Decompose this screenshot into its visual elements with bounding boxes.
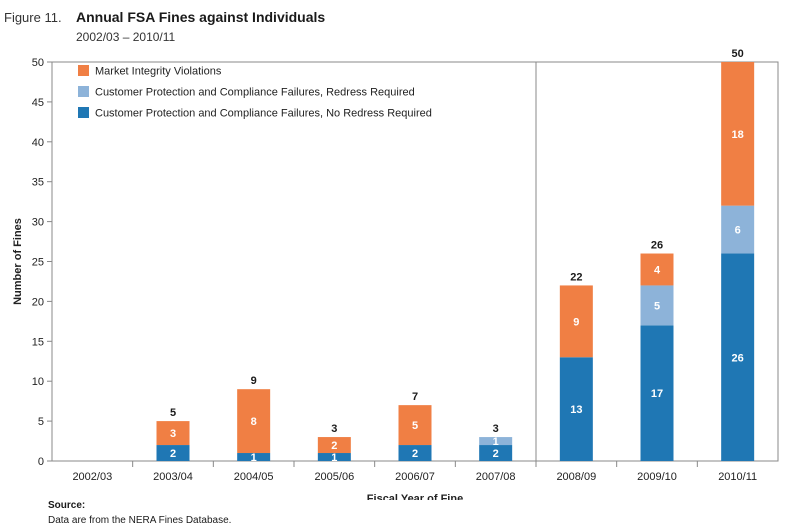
bar-segment	[721, 205, 755, 254]
source-text: Data are from the NERA Fines Database.	[48, 515, 232, 526]
x-tick-label: 2008/09	[556, 471, 596, 483]
bar-total-label: 5	[170, 407, 176, 419]
y-tick-label: 15	[32, 336, 44, 348]
bar-segment	[156, 421, 190, 446]
bar-segment	[398, 405, 432, 446]
bar-total-label: 9	[251, 375, 257, 387]
y-tick-label: 45	[32, 97, 44, 109]
segment-value-label: 5	[412, 420, 418, 432]
segment-value-label: 8	[251, 416, 257, 428]
segment-value-label: 17	[651, 388, 663, 400]
bar-segment	[559, 285, 593, 358]
bar-segment	[479, 445, 513, 461]
bar-segment	[640, 253, 674, 286]
legend-swatch	[78, 86, 89, 97]
chart-legend: Market Integrity Violations Customer Prot…	[78, 65, 432, 120]
legend-label: Market Integrity Violations	[95, 66, 222, 78]
bar-total-label: 3	[331, 423, 337, 435]
segment-value-label: 9	[573, 316, 579, 328]
bar-segment	[640, 285, 674, 326]
segment-value-label: 13	[570, 404, 582, 416]
x-tick-label: 2004/05	[234, 471, 274, 483]
bar-total-label: 26	[651, 240, 663, 252]
x-tick-label: 2010/11	[718, 471, 757, 483]
bar-segment	[398, 445, 432, 461]
y-tick-label: 50	[32, 57, 44, 69]
bar-total-label: 3	[493, 423, 499, 435]
x-axis-title: Fiscal Year of Fine	[367, 493, 463, 500]
segment-value-label: 26	[732, 352, 744, 364]
x-tick-label: 2007/08	[476, 471, 516, 483]
legend-swatch	[78, 65, 89, 76]
bar-segment	[237, 389, 271, 454]
x-tick-label: 2005/06	[314, 471, 354, 483]
bar-segment	[721, 62, 755, 206]
bar-total-label: 50	[732, 48, 744, 60]
y-tick-label: 25	[32, 257, 44, 269]
y-tick-label: 35	[32, 177, 44, 189]
y-tick-label: 0	[38, 456, 44, 468]
segment-value-label: 2	[493, 448, 499, 460]
segment-value-label: 4	[654, 264, 661, 276]
chart-title: Annual FSA Fines against Individuals	[76, 9, 326, 25]
segment-value-label: 3	[170, 428, 176, 440]
segment-value-label: 1	[251, 452, 257, 464]
segment-value-label: 2	[170, 448, 176, 460]
figure-number: Figure 11.	[4, 10, 62, 25]
source-label: Source:	[48, 500, 86, 511]
segment-value-label: 18	[732, 129, 744, 141]
segment-value-label: 5	[654, 300, 660, 312]
y-tick-label: 40	[32, 137, 44, 149]
bar-segment	[317, 437, 351, 454]
y-axis-title: Number of Fines	[12, 218, 24, 305]
segment-value-label: 1	[493, 436, 499, 448]
x-tick-label: 2006/07	[395, 471, 435, 483]
y-tick-label: 5	[38, 416, 44, 428]
segment-value-label: 2	[331, 440, 337, 452]
segment-value-label: 2	[412, 448, 418, 460]
legend-label: Customer Protection and Compliance Failu…	[95, 87, 415, 99]
segment-value-label: 1	[331, 452, 337, 464]
y-tick-label: 30	[32, 217, 44, 229]
bar-segment	[721, 253, 755, 461]
x-tick-label: 2003/04	[153, 471, 193, 483]
bar-segment	[156, 445, 190, 461]
legend-label: Customer Protection and Compliance Failu…	[95, 108, 432, 120]
x-tick-label: 2002/03	[72, 471, 112, 483]
segment-value-label: 6	[735, 225, 741, 237]
y-tick-label: 20	[32, 296, 44, 308]
bar-segment	[237, 453, 271, 461]
legend-swatch	[78, 107, 89, 118]
chart-subtitle: 2002/03 – 2010/11	[76, 30, 176, 44]
y-tick-label: 10	[32, 376, 44, 388]
bar-segment	[640, 325, 674, 461]
bar-total-label: 7	[412, 391, 418, 403]
bar-segment	[479, 437, 513, 446]
bar-segment	[559, 357, 593, 461]
bar-total-label: 22	[570, 271, 582, 283]
bar-segment	[317, 453, 351, 461]
x-tick-label: 2009/10	[637, 471, 677, 483]
